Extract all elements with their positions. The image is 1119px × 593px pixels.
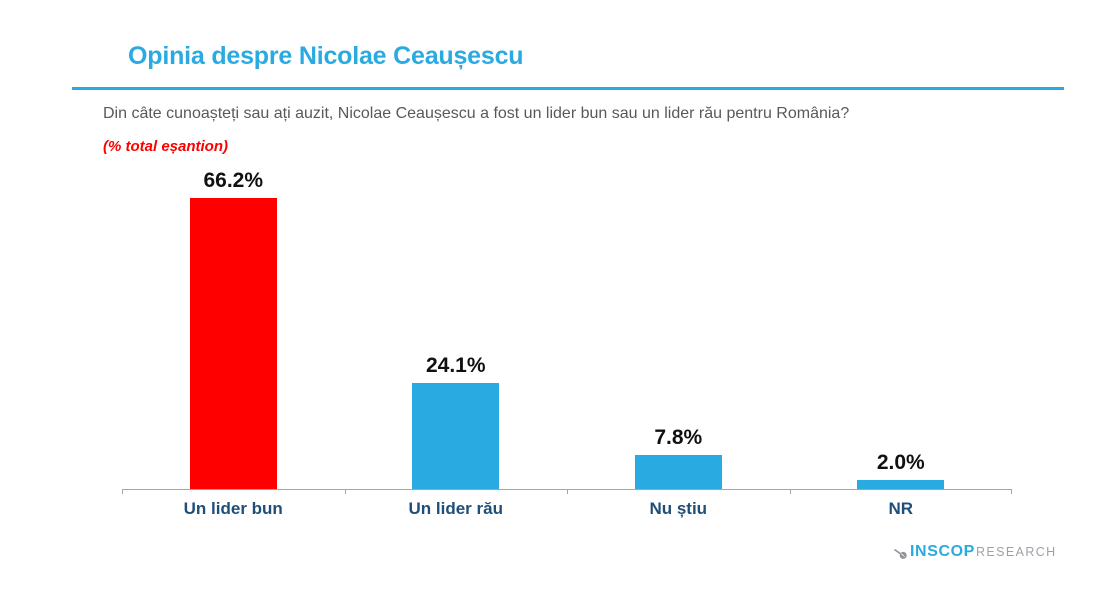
category-label: Un lider rău (408, 499, 503, 518)
title-underline (72, 87, 1064, 90)
logo-primary-text: INSCOP (910, 543, 975, 560)
axis-tick (1011, 489, 1012, 494)
axis-tick (122, 489, 123, 494)
plot-area: 66.2% Un lider bun 24.1% Un lider rău 7.8% Nu… (122, 169, 1012, 518)
bar-2 (412, 383, 500, 489)
survey-question: Din câte cunoașteți sau ați auzit, Nicol… (103, 105, 850, 122)
value-label: 66.2% (203, 169, 264, 192)
bar-1 (189, 198, 277, 489)
pin-icon (893, 545, 908, 560)
axis-tick (567, 489, 568, 494)
logo-secondary-text: RESEARCH (975, 545, 1057, 559)
category-label: NR (888, 499, 914, 518)
value-label: 2.0% (876, 451, 925, 474)
inscop-logo: INSCOP RESEARCH (893, 543, 1057, 561)
axis-tick (789, 489, 791, 494)
bar-3 (634, 455, 722, 489)
bar-4 (857, 480, 945, 489)
category-label: Nu știu (649, 499, 708, 518)
sample-note: (% total eșantion) (103, 138, 229, 155)
value-label: 7.8% (654, 426, 703, 449)
value-label: 24.1% (425, 354, 486, 377)
page-title: Opinia despre Nicolae Ceaușescu (128, 42, 524, 70)
category-label: Un lider bun (183, 499, 283, 518)
axis-tick (344, 489, 346, 494)
